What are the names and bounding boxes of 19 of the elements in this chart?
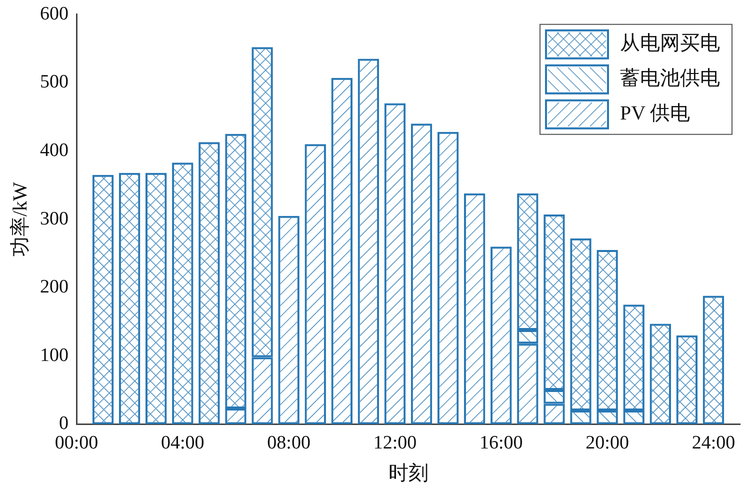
x-tick-label: 24:00 [692,432,736,454]
x-tick-label: 16:00 [480,432,523,454]
y-tick-label: 300 [40,208,68,230]
x-tick-label: 08:00 [267,432,310,454]
y-tick-label: 200 [40,276,68,298]
y-tick-label: 500 [40,72,68,93]
legend-label: PV 供电 [620,102,690,125]
y-tick-label: 400 [40,140,68,161]
x-tick-label: 20:00 [586,432,629,454]
x-axis-title: 时刻 [388,462,428,484]
y-tick-label: 600 [40,3,68,24]
x-tick-label: 04:00 [161,432,204,454]
legend-label: 蓄电池供电 [620,68,720,90]
y-tick-label: 100 [40,344,68,366]
x-tick-label: 12:00 [373,432,417,454]
x-tick-label: 00:00 [54,432,98,454]
y-tick-label: 0 [59,413,68,434]
legend-label: 从电网买电 [620,32,720,55]
y-axis-title: 功率/kW [9,182,32,257]
